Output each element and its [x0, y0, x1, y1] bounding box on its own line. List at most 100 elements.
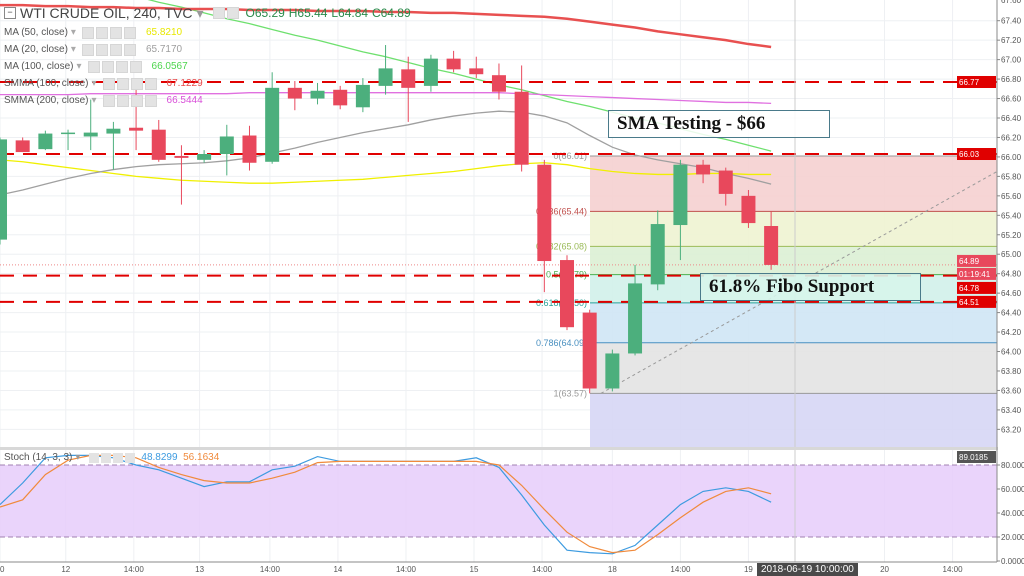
stoch-buttons[interactable]	[89, 452, 136, 463]
candle	[378, 45, 393, 95]
y-tick-label: 63.80	[1001, 367, 1022, 376]
candle-body	[38, 133, 53, 150]
y-tick-label: 63.40	[1001, 406, 1022, 415]
chevron-down-icon[interactable]: ▾	[91, 95, 97, 106]
stoch-y-tick-label: 0.0000	[1001, 557, 1024, 566]
countdown-badge-bg	[957, 267, 996, 280]
indicator-label[interactable]: SMMA (200, close)	[4, 95, 89, 106]
stoch-band	[0, 465, 997, 537]
indicator-label[interactable]: MA (20, close)	[4, 44, 68, 55]
chevron-down-icon[interactable]: ▾	[196, 4, 204, 21]
x-tick-label: 14:00	[532, 565, 553, 574]
y-tick-label: 65.80	[1001, 172, 1022, 181]
chevron-down-icon[interactable]: ▾	[70, 27, 76, 38]
indicator-label[interactable]: MA (100, close)	[4, 61, 74, 72]
fib-level-label: 0.382(65.08)	[536, 241, 587, 251]
candle	[718, 167, 733, 206]
candle	[38, 130, 53, 151]
stoch-label[interactable]: Stoch (14, 3, 3)	[4, 452, 73, 463]
candle	[265, 72, 280, 164]
y-tick-label: 67.60	[1001, 0, 1022, 5]
indicator-legend: MA (50, close) ▾ 65.8210 MA (20, close) ▾ 65.…	[4, 24, 411, 109]
candle-body	[764, 226, 779, 265]
indicator-buttons[interactable]	[102, 94, 157, 107]
y-tick-label: 67.20	[1001, 36, 1022, 45]
fib-zone	[590, 393, 997, 447]
y-tick-label: 63.20	[1001, 425, 1022, 434]
candle	[514, 65, 529, 172]
moving-average-line	[0, 110, 772, 196]
candle-body	[446, 58, 461, 70]
y-tick-label: 64.20	[1001, 328, 1022, 337]
y-tick-label: 64.60	[1001, 289, 1022, 298]
x-tick-label: 14:00	[670, 565, 691, 574]
chevron-down-icon[interactable]: ▾	[76, 61, 82, 72]
indicator-label[interactable]: SMMA (100, close)	[4, 78, 89, 89]
x-tick-label: 14:00	[943, 565, 964, 574]
indicator-buttons[interactable]	[87, 60, 142, 73]
x-tick-label: 14	[333, 565, 342, 574]
indicator-label[interactable]: MA (50, close)	[4, 27, 68, 38]
candle-body	[287, 87, 302, 99]
candle-body	[0, 139, 7, 240]
y-tick-label: 65.20	[1001, 231, 1022, 240]
sma-testing-annotation[interactable]: SMA Testing - $66	[608, 110, 830, 138]
candle-body	[491, 75, 506, 92]
y-tick-label: 66.00	[1001, 153, 1022, 162]
y-tick-label: 64.80	[1001, 270, 1022, 279]
candle	[174, 145, 189, 205]
candle	[0, 137, 7, 245]
ohlc-open: O65.29	[245, 6, 285, 20]
last-price-badge: 64.89	[959, 257, 980, 266]
stoch-k-value: 48.8299	[141, 452, 178, 463]
x-tick-label: 13	[195, 565, 204, 574]
last-price-badge-bg	[957, 254, 996, 267]
candle	[15, 137, 30, 153]
indicator-buttons[interactable]	[81, 26, 136, 39]
indicator-buttons[interactable]	[102, 77, 157, 90]
candle-body	[560, 260, 574, 328]
candle-body	[718, 170, 733, 194]
x-tick-label: 15	[470, 565, 479, 574]
candle	[242, 125, 257, 171]
symbol-title[interactable]: WTI CRUDE OIL, 240, TVC	[20, 5, 193, 21]
x-tick-label: 20	[880, 565, 889, 574]
series-buttons[interactable]	[213, 7, 240, 19]
indicator-buttons[interactable]	[81, 43, 136, 56]
chevron-down-icon[interactable]: ▾	[75, 452, 81, 463]
chevron-down-icon[interactable]: ▾	[70, 44, 76, 55]
candle-body	[673, 164, 688, 226]
candle	[491, 63, 506, 100]
collapse-icon[interactable]: −	[4, 7, 16, 19]
candle	[741, 190, 756, 228]
candle-body	[61, 132, 76, 135]
candle-body	[106, 128, 121, 134]
candle-body	[741, 195, 756, 224]
indicator-legend-row: MA (20, close) ▾ 65.7170	[4, 41, 411, 58]
candle-body	[174, 155, 189, 158]
level-price-badge: 66.77	[959, 78, 980, 87]
fib-zone	[590, 302, 997, 343]
x-tick-label: 19	[744, 565, 753, 574]
level-price-badge-bg	[957, 148, 996, 161]
y-tick-label: 66.20	[1001, 133, 1022, 142]
indicator-legend-row: SMMA (200, close) ▾ 66.5444	[4, 92, 411, 109]
candle	[333, 85, 348, 110]
chevron-down-icon[interactable]: ▾	[91, 78, 97, 89]
candle-body	[469, 68, 484, 75]
y-tick-label: 66.60	[1001, 95, 1022, 104]
candle-body	[242, 135, 257, 163]
y-tick-label: 65.40	[1001, 211, 1022, 220]
candle	[446, 50, 461, 73]
candle-body	[401, 69, 416, 88]
level-price-badge-bg	[957, 75, 996, 88]
fibo-support-annotation[interactable]: 61.8% Fibo Support	[700, 273, 921, 301]
indicator-value: 66.0567	[151, 61, 188, 72]
stoch-y-tick-label: 80.0000	[1001, 461, 1024, 470]
ohlc-low: L64.84	[331, 6, 369, 20]
level-price-badge: 66.03	[959, 150, 980, 159]
x-tick-label: 18	[608, 565, 617, 574]
candle	[628, 264, 643, 356]
y-tick-label: 65.00	[1001, 250, 1022, 259]
